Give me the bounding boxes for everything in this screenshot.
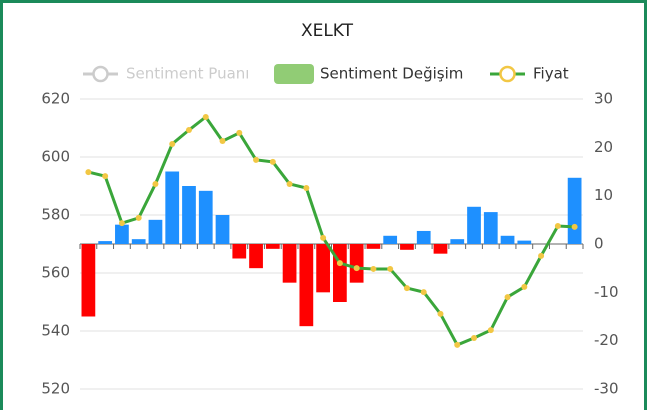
point bbox=[102, 173, 109, 180]
bar bbox=[467, 206, 481, 244]
line bbox=[88, 114, 575, 347]
bar bbox=[299, 244, 314, 327]
bar bbox=[182, 186, 196, 244]
point bbox=[353, 265, 360, 272]
bar bbox=[483, 212, 498, 244]
point bbox=[253, 156, 260, 163]
y-tick-label: 620 bbox=[41, 90, 70, 108]
y2-tick-label: 10 bbox=[594, 186, 613, 204]
bar bbox=[366, 244, 381, 249]
bar bbox=[98, 241, 113, 244]
bar bbox=[131, 239, 146, 244]
bar bbox=[165, 171, 180, 244]
bar bbox=[198, 190, 213, 244]
y2-tick-label: 20 bbox=[594, 138, 613, 156]
point bbox=[320, 234, 327, 241]
point bbox=[185, 127, 192, 134]
point bbox=[487, 327, 494, 334]
point bbox=[152, 180, 159, 187]
point bbox=[571, 223, 578, 230]
point bbox=[286, 180, 293, 187]
y2-tick-label: -20 bbox=[594, 331, 619, 349]
point bbox=[269, 158, 276, 165]
bar bbox=[349, 244, 364, 283]
legend-swatch[interactable] bbox=[274, 64, 314, 84]
y2-tick-label: -10 bbox=[594, 283, 619, 301]
point bbox=[135, 214, 142, 221]
bar bbox=[115, 224, 129, 244]
point bbox=[387, 265, 394, 272]
point bbox=[521, 283, 528, 290]
y2-tick-label: -30 bbox=[594, 380, 619, 398]
point bbox=[236, 129, 243, 136]
bar bbox=[282, 244, 297, 283]
chart-title: XELKT bbox=[301, 21, 354, 41]
point bbox=[336, 260, 343, 267]
bar bbox=[215, 215, 230, 244]
bar bbox=[400, 244, 414, 250]
legend-label[interactable]: Sentiment Değişim bbox=[320, 65, 463, 83]
bar bbox=[265, 244, 280, 249]
point bbox=[85, 169, 92, 176]
legend-label[interactable]: Fiyat bbox=[533, 65, 569, 83]
y-tick-label: 520 bbox=[41, 380, 70, 398]
point bbox=[403, 285, 410, 292]
y-tick-label: 540 bbox=[41, 322, 70, 340]
point bbox=[118, 220, 125, 227]
legend-marker[interactable] bbox=[92, 65, 109, 83]
y-tick-label: 560 bbox=[41, 264, 70, 282]
bar bbox=[500, 235, 515, 244]
point bbox=[554, 223, 561, 230]
point bbox=[370, 265, 377, 272]
legend-marker[interactable] bbox=[499, 65, 516, 83]
bar bbox=[416, 230, 431, 244]
bar bbox=[567, 177, 582, 244]
bar bbox=[433, 244, 448, 254]
bar bbox=[316, 244, 330, 293]
bar bbox=[81, 244, 96, 317]
point bbox=[538, 252, 545, 259]
bar bbox=[450, 239, 465, 244]
point bbox=[202, 113, 209, 120]
point bbox=[437, 310, 444, 317]
bar bbox=[333, 244, 347, 302]
point bbox=[303, 185, 310, 192]
point bbox=[504, 294, 511, 301]
point bbox=[471, 334, 478, 341]
y2-tick-label: 0 bbox=[594, 235, 604, 253]
point bbox=[219, 138, 226, 145]
y2-tick-label: 30 bbox=[594, 90, 613, 108]
y-tick-label: 600 bbox=[41, 148, 70, 166]
bar bbox=[383, 235, 398, 244]
bar bbox=[517, 240, 532, 244]
bar bbox=[232, 244, 247, 259]
bar bbox=[148, 219, 163, 244]
bar bbox=[249, 244, 263, 269]
point bbox=[454, 341, 461, 348]
point bbox=[420, 289, 427, 296]
point bbox=[169, 140, 176, 147]
y-tick-label: 580 bbox=[41, 206, 70, 224]
legend-label[interactable]: Sentiment Puanı bbox=[126, 65, 249, 83]
